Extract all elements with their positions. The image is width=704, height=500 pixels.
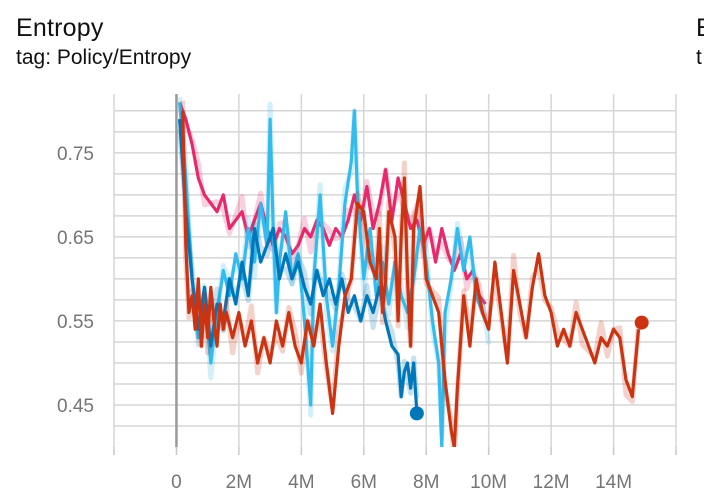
x-tick-label: 2M <box>226 472 252 493</box>
y-tick-label: 0.55 <box>57 312 94 333</box>
chart-series-group <box>177 97 641 447</box>
chart-endpoints <box>409 315 649 421</box>
series-0-smoothed-line <box>178 101 487 306</box>
x-tick-label: 10M <box>470 472 507 493</box>
x-axis-ticks: 0 2M 4M 6M 8M 10M 12M 14M <box>171 472 632 493</box>
y-tick-label: 0.45 <box>57 396 94 417</box>
series-1-smoothed-line <box>178 102 491 447</box>
series-endpoint-dot-0 <box>409 406 424 421</box>
series-endpoint-dot-1 <box>634 315 649 330</box>
series-3-smoothed-line <box>181 110 641 447</box>
x-tick-label: 6M <box>351 472 377 493</box>
chart-tag: tag: Policy/Entropy <box>16 46 192 69</box>
y-axis-ticks: 0.45 0.55 0.65 0.75 <box>57 144 94 417</box>
chart-title: Entropy <box>16 14 104 42</box>
x-tick-label: 14M <box>595 472 632 493</box>
y-tick-label: 0.65 <box>57 228 94 249</box>
y-tick-label: 0.75 <box>57 144 94 165</box>
next-card-title-clipped: E <box>696 14 704 43</box>
x-tick-label: 0 <box>171 472 182 493</box>
x-tick-label: 8M <box>413 472 439 493</box>
next-card-tag-clipped: t <box>696 46 702 69</box>
x-tick-label: 12M <box>533 472 570 493</box>
x-tick-label: 4M <box>288 472 314 493</box>
